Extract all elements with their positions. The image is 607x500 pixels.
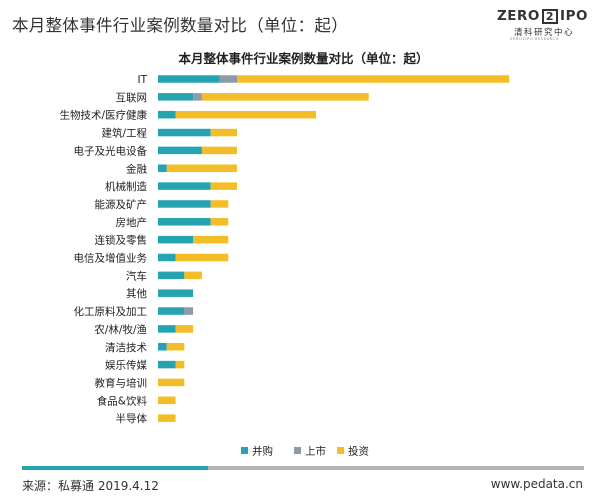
legend-label: 投资: [348, 445, 369, 458]
bar-segment-investment: [175, 325, 194, 333]
bar-segment-merger: [158, 325, 176, 333]
legend-label: 上市: [305, 445, 326, 458]
bar-segment-investment: [175, 360, 185, 369]
category-label: 汽车: [126, 269, 147, 282]
bar-segment-merger: [158, 235, 194, 244]
chart-title: 本月整体事件行业案例数量对比（单位：起）: [178, 51, 429, 66]
bar-segment-merger: [158, 360, 176, 369]
category-label: 其他: [126, 287, 147, 300]
logo-box: 2: [541, 9, 559, 24]
legend-swatch: [337, 447, 344, 454]
footer-divider: [22, 466, 584, 470]
source-note: 来源：私募通 2019.4.12: [22, 479, 159, 493]
bar-segment-investment: [237, 75, 510, 83]
bar-segment-merger: [158, 200, 211, 208]
bar-segment-investment: [158, 396, 176, 405]
bar-segment-merger: [158, 218, 211, 226]
category-label: 食品&饮料: [97, 394, 148, 407]
bar-segment-merger: [158, 182, 211, 190]
page-title: 本月整体事件行业案例数量对比（单位：起）: [12, 16, 348, 35]
legend-label: 并购: [252, 445, 273, 458]
category-label: 房地产: [116, 216, 148, 229]
bar-segment-merger: [158, 146, 202, 155]
bar-segment-investment: [210, 200, 229, 208]
bar-segment-merger: [158, 343, 167, 351]
bar-segment-investment: [166, 343, 185, 351]
bar-segment-investment: [175, 110, 317, 119]
category-label: 化工原料及加工: [74, 305, 148, 318]
category-label: 清洁技术: [105, 341, 147, 354]
category-label: 教育与培训: [95, 376, 148, 389]
bar-segment-investment: [158, 378, 185, 387]
category-label: 建筑/工程: [101, 127, 147, 140]
bar-segment-merger: [158, 93, 194, 101]
logo-tagline: ZERO2IPO RESEARCH: [510, 37, 560, 41]
bar-segment-merger: [158, 128, 211, 137]
category-label: 电信及增值业务: [74, 252, 148, 265]
category-label: 半导体: [116, 412, 148, 425]
category-label: 机械制造: [105, 180, 147, 193]
category-label: IT: [137, 74, 147, 86]
bar-segment-merger: [158, 271, 185, 280]
bar-segment-listing: [184, 307, 194, 315]
bar-segment-investment: [193, 235, 229, 244]
bar-segment-investment: [201, 93, 369, 101]
bar-segment-investment: [166, 164, 238, 172]
bar-segment-investment: [201, 146, 238, 155]
bar-segment-investment: [210, 218, 229, 226]
legend-swatch: [294, 447, 301, 454]
bar-segment-merger: [158, 307, 185, 315]
bar-segment-investment: [184, 271, 202, 280]
bar-segment-investment: [210, 128, 238, 137]
bar-segment-merger: [158, 75, 220, 83]
footer-divider-accent: [22, 466, 208, 470]
category-label: 农/林/牧/渔: [94, 323, 147, 336]
category-label: 金融: [126, 162, 147, 175]
logo-subtitle: 清科研究中心: [514, 28, 575, 38]
bar-segment-investment: [158, 414, 176, 422]
bar-segment-investment: [210, 182, 238, 190]
bar-segment-listing: [219, 75, 238, 83]
bar-segment-merger: [158, 110, 176, 119]
category-label: 娱乐传媒: [105, 359, 147, 372]
bar-segment-merger: [158, 289, 194, 297]
category-label: 连锁及零售: [95, 234, 148, 247]
bar-segment-merger: [158, 253, 176, 262]
zero2ipo-logo: ZERO 2 IPO 清科研究中心 ZERO2IPO RESEARCH: [497, 8, 588, 41]
legend-swatch: [241, 447, 248, 454]
category-label: 能源及矿产: [95, 198, 148, 211]
category-label: 互联网: [116, 92, 148, 104]
website-url: www.pedata.cn: [490, 477, 583, 491]
bar-segment-merger: [158, 164, 167, 172]
category-label: 电子及光电设备: [74, 144, 148, 157]
bar-segment-investment: [175, 253, 229, 262]
bar-segment-listing: [193, 93, 202, 101]
category-label: 生物技术/医疗健康: [59, 109, 147, 122]
